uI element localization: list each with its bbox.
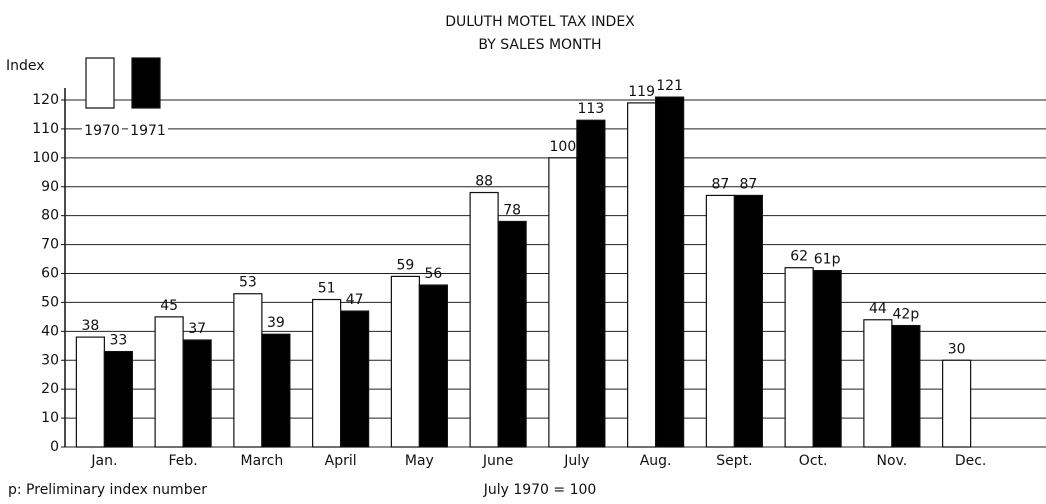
x-tick-label: Aug. (640, 453, 672, 469)
data-label: 56 (424, 266, 442, 282)
legend-bg (82, 123, 122, 139)
y-tick-label: 20 (41, 381, 59, 397)
y-tick-label: 50 (41, 294, 59, 310)
x-tick-label: June (482, 453, 514, 469)
y-tick-label: 0 (50, 439, 59, 455)
y-axis-label: Index (6, 58, 45, 74)
data-label: 113 (578, 101, 605, 117)
x-tick-label: Jan. (90, 453, 117, 469)
data-label: 47 (346, 292, 364, 308)
data-label: 59 (396, 257, 414, 273)
data-label: 39 (267, 315, 285, 331)
x-tick-label: Sept. (716, 453, 752, 469)
chart-subtitle: BY SALES MONTH (478, 37, 601, 53)
bar (784, 267, 814, 448)
x-tick-label: May (405, 453, 434, 469)
bar (233, 293, 263, 448)
y-tick-label: 100 (32, 150, 59, 166)
data-label: 78 (503, 202, 521, 218)
legend-label: 1971 (130, 123, 166, 139)
y-tick-label: 120 (32, 92, 59, 108)
footnote: July 1970 = 100 (483, 482, 597, 498)
y-tick-label: 60 (41, 266, 59, 282)
y-tick-label: 10 (41, 410, 59, 426)
data-label: 87 (739, 176, 757, 192)
data-label: 42p (893, 307, 920, 323)
data-label: 44 (869, 301, 887, 317)
bar (627, 102, 657, 448)
data-label: 33 (109, 333, 127, 349)
bar (182, 339, 212, 448)
bar (733, 194, 763, 448)
bar (863, 319, 893, 448)
data-label: 87 (711, 176, 729, 192)
data-label: 37 (188, 321, 206, 337)
data-label: 100 (550, 139, 577, 155)
legend-swatch (131, 57, 161, 109)
y-tick-label: 40 (41, 323, 59, 339)
data-label: 38 (81, 318, 99, 334)
footnote: p: Preliminary index number (8, 482, 207, 498)
data-label: 30 (948, 341, 966, 357)
bar (891, 324, 921, 448)
bar (312, 298, 342, 448)
bar (705, 194, 735, 448)
y-tick-label: 30 (41, 352, 59, 368)
bar (340, 310, 370, 448)
data-label: 53 (239, 275, 257, 291)
data-label: 119 (628, 84, 655, 100)
y-tick-label: 80 (41, 208, 59, 224)
bar (390, 275, 420, 448)
bar (261, 333, 291, 448)
x-tick-label: Feb. (169, 453, 198, 469)
x-tick-label: Dec. (955, 453, 987, 469)
x-tick-label: March (241, 453, 284, 469)
data-label: 121 (656, 78, 683, 94)
bar (418, 284, 448, 448)
data-label: 88 (475, 174, 493, 190)
x-tick-label: Nov. (877, 453, 908, 469)
y-tick-label: 90 (41, 179, 59, 195)
data-label: 61p (814, 252, 841, 268)
chart-title: DULUTH MOTEL TAX INDEX (445, 14, 635, 30)
data-label: 45 (160, 298, 178, 314)
legend-bg (128, 123, 168, 139)
legend-swatch (85, 57, 115, 109)
bar (154, 316, 184, 448)
x-tick-label: April (325, 453, 357, 469)
bar (548, 157, 578, 448)
bar (103, 350, 133, 448)
data-label: 51 (318, 281, 336, 297)
bar (655, 96, 685, 448)
y-tick-label: 110 (32, 121, 59, 137)
bar (812, 270, 842, 448)
y-tick-label: 70 (41, 237, 59, 253)
x-tick-label: Oct. (799, 453, 828, 469)
data-label: 62 (790, 249, 808, 265)
bar (469, 191, 499, 448)
bar (942, 359, 972, 448)
x-tick-label: July (563, 453, 589, 469)
bar (576, 119, 606, 448)
bar (497, 220, 527, 448)
legend-label: 1970 (84, 123, 120, 139)
bar (75, 336, 105, 448)
